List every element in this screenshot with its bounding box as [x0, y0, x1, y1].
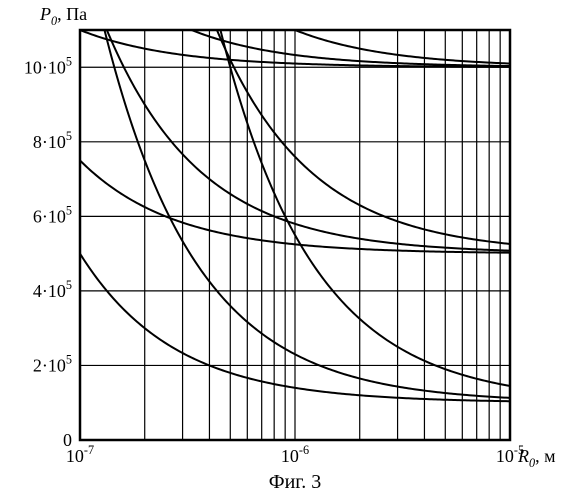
- chart-svg: 02·1054·1056·1058·10510·10510-710-610-5P…: [0, 0, 562, 500]
- y-tick-label: 4·105: [33, 278, 72, 301]
- y-tick-label: 2·105: [33, 352, 72, 375]
- y-axis-label: P0, Па: [39, 4, 87, 28]
- figure-caption: Фиг. 3: [269, 471, 321, 493]
- y-tick-label: 6·105: [33, 203, 72, 226]
- y-tick-label: 10·105: [24, 54, 72, 77]
- x-tick-label: 10-6: [281, 443, 309, 466]
- figure-container: 02·1054·1056·1058·10510·10510-710-610-5P…: [0, 0, 562, 500]
- y-tick-label: 8·105: [33, 129, 72, 152]
- x-tick-label: 10-7: [66, 443, 94, 466]
- x-axis-label: R0, м: [517, 446, 556, 470]
